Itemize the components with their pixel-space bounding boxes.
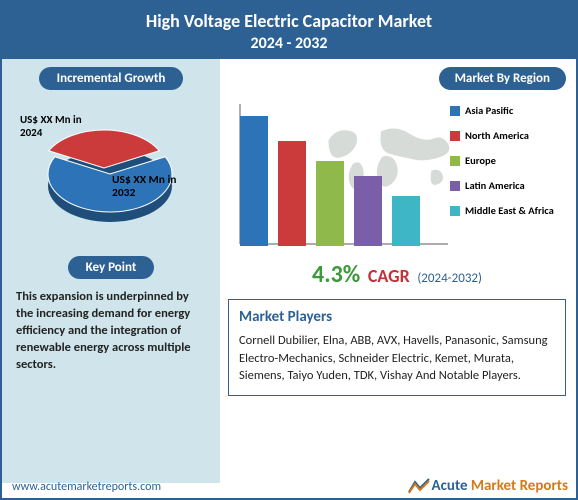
legend-item: North America bbox=[450, 129, 566, 142]
bar-middle-east-africa bbox=[392, 196, 420, 246]
market-players-text: Cornell Dubilier, Elna, ABB, AVX, Havell… bbox=[239, 332, 555, 385]
bar-latin-america bbox=[354, 176, 382, 246]
bars-container bbox=[240, 106, 420, 246]
pie-label-2024: US$ XX Mn in 2024 bbox=[20, 114, 90, 139]
region-ribbon-wrap: Market By Region bbox=[228, 67, 566, 90]
legend-label: Middle East & Africa bbox=[465, 204, 554, 217]
cagr-range: (2024-2032) bbox=[417, 271, 482, 286]
right-panel: Market By Region Asia bbox=[220, 59, 576, 483]
legend-label: Europe bbox=[465, 154, 496, 167]
year-range: 2024 - 2032 bbox=[2, 34, 576, 53]
legend-item: Middle East & Africa bbox=[450, 204, 566, 217]
legend-item: Asia Pasific bbox=[450, 104, 566, 117]
logo: Acute Market Reports bbox=[408, 477, 568, 495]
pie-chart: US$ XX Mn in 2024 US$ XX Mn in 2032 bbox=[10, 96, 212, 256]
bar-asia-pasific bbox=[240, 116, 268, 246]
pie-label-2032: US$ XX Mn in 2032 bbox=[112, 174, 192, 200]
legend-item: Europe bbox=[450, 154, 566, 167]
bar-north-america bbox=[278, 141, 306, 246]
key-point-ribbon: Key Point bbox=[68, 256, 155, 279]
legend-label: Asia Pasific bbox=[465, 104, 513, 117]
page-title: High Voltage Electric Capacitor Market bbox=[2, 10, 576, 32]
logo-text-2: Market Reports bbox=[468, 477, 568, 495]
logo-icon bbox=[408, 478, 430, 494]
keypoint-ribbon-wrap: Key Point bbox=[10, 256, 212, 279]
legend-swatch bbox=[450, 206, 460, 216]
legend-label: Latin America bbox=[465, 179, 525, 192]
logo-text-1: Acute bbox=[432, 477, 468, 495]
footer-url: www.acutemarketreports.com bbox=[12, 480, 161, 494]
key-point-text: This expansion is underpinned by the inc… bbox=[10, 279, 212, 373]
cagr-label: CAGR bbox=[368, 265, 410, 287]
legend-swatch bbox=[450, 106, 460, 116]
market-players-box: Market Players Cornell Dubilier, Elna, A… bbox=[228, 299, 566, 396]
header: High Voltage Electric Capacitor Market 2… bbox=[2, 2, 576, 59]
incremental-ribbon-wrap: Incremental Growth bbox=[10, 67, 212, 90]
body: Incremental Growth US$ XX Mn in 2024 US$… bbox=[2, 59, 576, 483]
cagr-line: 4.3% CAGR (2024-2032) bbox=[228, 260, 566, 289]
region-legend: Asia Pasific North America Europe Latin Ame… bbox=[450, 104, 566, 229]
legend-swatch bbox=[450, 156, 460, 166]
legend-swatch bbox=[450, 131, 460, 141]
left-panel: Incremental Growth US$ XX Mn in 2024 US$… bbox=[2, 59, 220, 483]
bar-europe bbox=[316, 161, 344, 246]
legend-item: Latin America bbox=[450, 179, 566, 192]
market-players-title: Market Players bbox=[239, 308, 555, 326]
cagr-value: 4.3% bbox=[312, 260, 360, 289]
infographic-frame: High Voltage Electric Capacitor Market 2… bbox=[0, 0, 578, 500]
incremental-growth-ribbon: Incremental Growth bbox=[39, 67, 184, 90]
market-by-region-ribbon: Market By Region bbox=[439, 67, 566, 90]
bar-chart-area: Asia Pasific North America Europe Latin Ame… bbox=[228, 94, 566, 254]
legend-label: North America bbox=[465, 129, 529, 142]
legend-swatch bbox=[450, 181, 460, 191]
